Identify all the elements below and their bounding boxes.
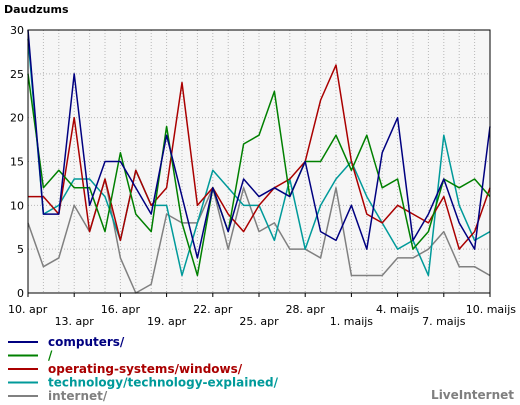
legend-label: / [48,349,53,363]
y-axis-title: Daudzums [4,3,69,16]
x-tick-label: 4. maijs [376,303,420,316]
legend: computers//operating-systems/windows/tec… [8,335,279,403]
x-tick-label: 1. maijs [330,315,374,328]
plot-frame [27,29,491,294]
x-tick-label: 10. maijs [466,303,517,316]
series-line-0 [27,29,491,259]
x-tick-label: 13. apr [55,315,95,328]
y-tick-label: 0 [17,287,24,300]
series-line-1 [27,73,491,277]
y-tick-label: 30 [10,24,24,37]
y-tick-label: 20 [10,112,24,125]
legend-label: operating-systems/windows/ [48,362,243,376]
x-tick-label: 28. apr [286,303,326,316]
series-lines [27,29,491,294]
legend-label: computers/ [48,335,125,349]
x-tick-label: 7. maijs [422,315,466,328]
y-tick-labels: 0 5 10 15 20 25 30 [10,24,24,300]
series-line-2 [28,64,491,250]
x-tick-label: 25. apr [239,315,279,328]
y-tick-label: 5 [17,243,24,256]
x-tick-label: 16. apr [101,303,141,316]
legend-label: internet/ [48,389,108,403]
x-tick-label: 22. apr [193,303,233,316]
legend-label: technology/technology-explained/ [48,376,279,390]
brand-label: LiveInternet [431,388,514,402]
y-tick-label: 15 [10,156,24,169]
y-tick-label: 25 [10,68,24,81]
x-tick-label: 10. apr [8,303,48,316]
x-tick-labels: 10. apr 13. apr 16. apr 19. apr 22. apr 25. a… [8,293,516,328]
x-tick-label: 19. apr [147,315,187,328]
y-tick-label: 10 [10,199,24,212]
